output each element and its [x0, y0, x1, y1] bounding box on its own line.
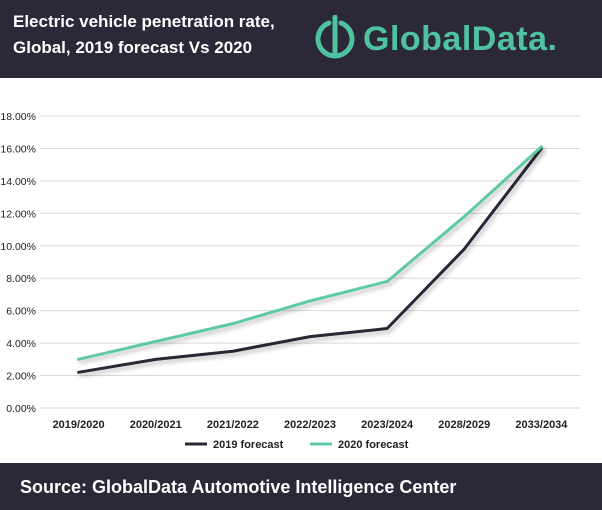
- title-line-1: Electric vehicle penetration rate,: [13, 12, 275, 31]
- data-point: [308, 335, 312, 338]
- x-tick-label: 2020/2021: [130, 419, 182, 431]
- legend: 2019 forecast 2020 forecast: [185, 439, 409, 451]
- line-chart: 0.00% 2.00% 4.00% 6.00% 8.00% 10.00% 12.00% 14.…: [0, 111, 580, 451]
- x-axis-ticks: 2019/2020 2020/2021 2021/2022 2022/2023 2023…: [53, 419, 569, 431]
- y-tick-label: 2.00%: [6, 371, 36, 383]
- legend-label: 2020 forecast: [338, 439, 409, 451]
- globaldata-logo-icon: [315, 15, 355, 59]
- y-tick-label: 14.00%: [0, 176, 36, 188]
- data-point: [154, 340, 157, 343]
- data-point: [77, 371, 80, 374]
- legend-label: 2019 forecast: [213, 439, 284, 451]
- data-point: [540, 145, 543, 149]
- chart-title: Electric vehicle penetration rate, Globa…: [13, 9, 303, 61]
- x-tick-label: 2019/2020: [53, 419, 105, 431]
- logo-wordmark: GlobalData.: [363, 20, 558, 58]
- source-note: Source: GlobalData Automotive Intelligen…: [20, 477, 457, 497]
- y-axis-ticks: 0.00% 2.00% 4.00% 6.00% 8.00% 10.00% 12.00% 14.…: [0, 111, 36, 415]
- data-point: [308, 299, 312, 303]
- data-point: [385, 327, 389, 330]
- data-point: [154, 358, 157, 361]
- y-tick-label: 12.00%: [0, 208, 36, 220]
- footer-banner: Source: GlobalData Automotive Intelligen…: [0, 463, 602, 510]
- y-tick-label: 8.00%: [6, 273, 36, 285]
- x-tick-label: 2028/2029: [438, 419, 490, 431]
- globaldata-logo: GlobalData.: [313, 12, 593, 66]
- series-line-2019-forecast: [77, 146, 543, 374]
- y-tick-label: 6.00%: [6, 306, 36, 318]
- x-tick-label: 2021/2022: [207, 419, 259, 431]
- data-point: [231, 350, 235, 353]
- x-tick-label: 2022/2023: [284, 419, 336, 431]
- y-tick-label: 10.00%: [0, 241, 36, 253]
- data-point: [77, 358, 80, 361]
- data-point: [463, 247, 466, 251]
- y-tick-label: 0.00%: [6, 403, 36, 415]
- y-tick-label: 18.00%: [0, 111, 36, 123]
- y-tick-label: 16.00%: [0, 143, 36, 155]
- data-point: [385, 280, 389, 283]
- gridlines: [40, 115, 580, 409]
- data-point: [231, 322, 235, 325]
- x-tick-label: 2033/2034: [515, 419, 568, 431]
- series-line-2020-forecast: [77, 145, 543, 361]
- title-line-2: Global, 2019 forecast Vs 2020: [13, 38, 253, 57]
- data-point: [463, 215, 466, 218]
- y-tick-label: 4.00%: [6, 338, 36, 350]
- x-tick-label: 2023/2024: [361, 419, 414, 431]
- header-banner: Electric vehicle penetration rate, Globa…: [0, 0, 602, 78]
- series-lines: [77, 145, 543, 374]
